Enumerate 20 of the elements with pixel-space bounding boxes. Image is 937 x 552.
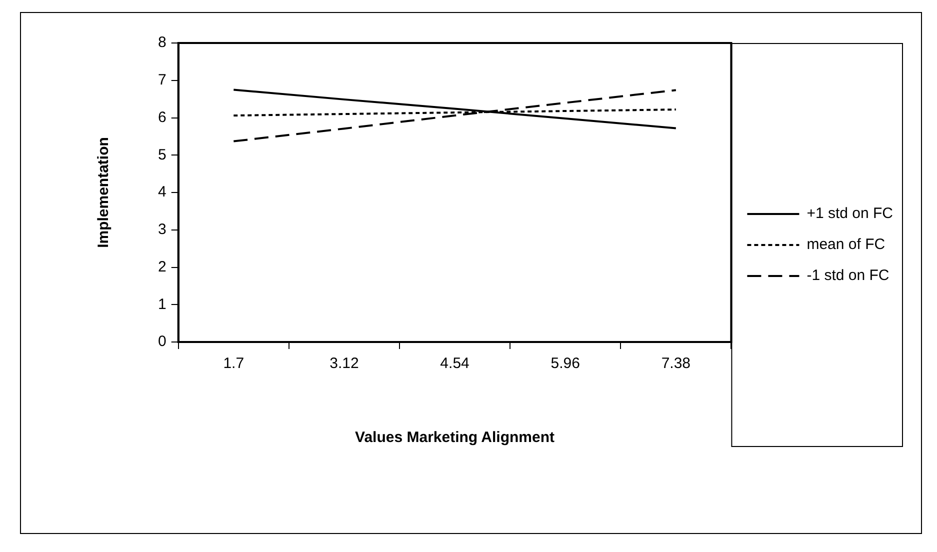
y-tick-label: 6 — [158, 108, 166, 126]
x-tick-label: 5.96 — [550, 355, 580, 372]
legend-label: -1 std on FC — [806, 267, 890, 284]
line-series — [232, 89, 677, 142]
y-axis-title: Implementation — [95, 137, 112, 248]
legend-label: mean of FC — [806, 236, 886, 254]
x-tick-label: 3.12 — [330, 355, 359, 372]
y-tick-label: 0 — [158, 333, 166, 350]
legend-label: +1 std on FC — [806, 205, 894, 222]
x-tick-label: 1.7 — [223, 355, 244, 372]
y-tick-label: 5 — [158, 146, 166, 164]
y-tick-label: 8 — [158, 34, 166, 52]
x-tick-label: 7.38 — [661, 355, 691, 372]
y-tick-label: 2 — [158, 258, 166, 276]
y-tick-label: 1 — [158, 296, 166, 313]
y-tick-label: 3 — [158, 221, 166, 238]
x-tick-label: 4.54 — [440, 355, 470, 372]
x-axis-title: Values Marketing Alignment — [355, 429, 555, 446]
y-tick-label: 7 — [158, 72, 166, 89]
y-tick-label: 4 — [158, 184, 166, 201]
